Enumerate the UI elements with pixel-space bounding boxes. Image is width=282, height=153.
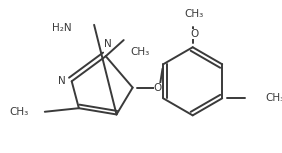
Text: H₂N: H₂N (52, 23, 72, 33)
Text: O: O (190, 29, 199, 39)
Text: N: N (58, 76, 65, 86)
Text: CH₃: CH₃ (131, 47, 150, 57)
Text: O: O (154, 83, 162, 93)
Text: CH₃: CH₃ (265, 93, 282, 103)
Text: N: N (104, 39, 111, 49)
Text: CH₃: CH₃ (185, 9, 204, 19)
Text: CH₃: CH₃ (9, 107, 29, 117)
